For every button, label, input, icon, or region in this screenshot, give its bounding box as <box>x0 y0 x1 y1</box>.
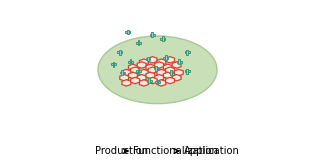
Polygon shape <box>177 61 181 63</box>
Polygon shape <box>121 70 123 75</box>
Polygon shape <box>140 59 148 65</box>
Polygon shape <box>174 69 183 76</box>
Polygon shape <box>148 78 150 83</box>
Polygon shape <box>148 77 157 84</box>
Polygon shape <box>147 57 149 61</box>
Polygon shape <box>148 57 157 63</box>
Polygon shape <box>163 64 172 71</box>
Polygon shape <box>146 64 155 71</box>
Polygon shape <box>172 62 181 68</box>
Polygon shape <box>140 69 148 76</box>
Polygon shape <box>140 80 148 86</box>
Polygon shape <box>166 67 175 73</box>
Polygon shape <box>166 57 175 63</box>
Polygon shape <box>131 67 140 73</box>
Polygon shape <box>155 74 163 81</box>
Polygon shape <box>136 42 141 44</box>
Polygon shape <box>155 62 163 68</box>
Polygon shape <box>117 51 122 53</box>
Polygon shape <box>157 80 166 86</box>
Polygon shape <box>127 30 129 34</box>
Polygon shape <box>125 31 130 33</box>
Polygon shape <box>157 59 166 65</box>
Polygon shape <box>138 69 140 74</box>
Polygon shape <box>185 51 190 53</box>
Polygon shape <box>129 59 131 64</box>
Polygon shape <box>170 70 172 75</box>
Polygon shape <box>186 69 188 74</box>
Polygon shape <box>148 67 157 73</box>
Text: Application: Application <box>184 146 240 156</box>
Polygon shape <box>178 59 180 64</box>
Polygon shape <box>138 40 140 45</box>
Polygon shape <box>131 77 140 84</box>
Polygon shape <box>150 34 155 36</box>
Polygon shape <box>155 81 160 83</box>
Polygon shape <box>160 38 165 40</box>
Polygon shape <box>163 57 168 59</box>
Polygon shape <box>122 69 131 76</box>
Polygon shape <box>119 50 121 55</box>
Polygon shape <box>128 61 133 63</box>
Polygon shape <box>157 69 166 76</box>
Polygon shape <box>169 72 174 74</box>
Polygon shape <box>136 70 141 72</box>
Ellipse shape <box>98 36 217 104</box>
Polygon shape <box>162 36 164 41</box>
Polygon shape <box>111 64 116 65</box>
Polygon shape <box>154 67 158 69</box>
Text: Functionalization: Functionalization <box>133 146 218 156</box>
Polygon shape <box>146 58 151 60</box>
Polygon shape <box>163 72 172 79</box>
Polygon shape <box>122 80 131 86</box>
Polygon shape <box>137 62 146 68</box>
Polygon shape <box>146 72 155 79</box>
Polygon shape <box>129 72 137 79</box>
Polygon shape <box>165 55 167 60</box>
Polygon shape <box>129 64 137 71</box>
Polygon shape <box>186 50 188 55</box>
Polygon shape <box>147 80 152 82</box>
Polygon shape <box>155 66 157 71</box>
Polygon shape <box>157 80 158 84</box>
Polygon shape <box>112 62 114 67</box>
Polygon shape <box>137 74 146 81</box>
Text: Production: Production <box>95 146 148 156</box>
Polygon shape <box>120 74 129 81</box>
Polygon shape <box>151 32 153 37</box>
Polygon shape <box>166 77 175 84</box>
Polygon shape <box>172 74 181 81</box>
Polygon shape <box>120 72 125 74</box>
Polygon shape <box>185 70 190 72</box>
